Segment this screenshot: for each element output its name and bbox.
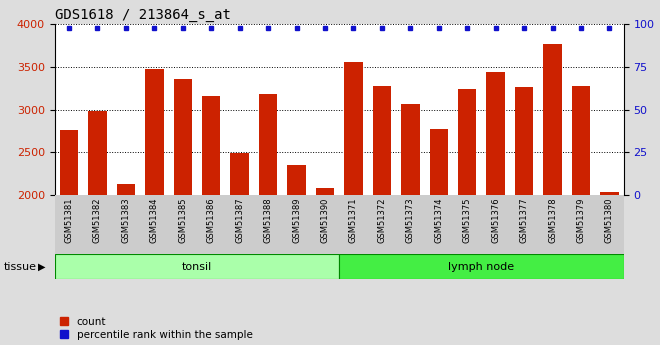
Text: GSM51372: GSM51372 xyxy=(378,198,386,243)
Text: tissue: tissue xyxy=(3,262,36,272)
Bar xyxy=(174,79,192,195)
Text: GDS1618 / 213864_s_at: GDS1618 / 213864_s_at xyxy=(55,8,230,22)
Bar xyxy=(600,193,618,195)
Text: GSM51378: GSM51378 xyxy=(548,198,557,244)
Text: GSM51381: GSM51381 xyxy=(65,198,73,243)
Text: ▶: ▶ xyxy=(38,262,46,272)
Text: GSM51379: GSM51379 xyxy=(577,198,585,243)
Bar xyxy=(543,44,562,195)
Text: lymph node: lymph node xyxy=(448,262,515,272)
Text: GSM51390: GSM51390 xyxy=(321,198,329,243)
Bar xyxy=(430,129,448,195)
Text: GSM51388: GSM51388 xyxy=(263,198,273,244)
Text: GSM51376: GSM51376 xyxy=(491,198,500,244)
Legend: count, percentile rank within the sample: count, percentile rank within the sample xyxy=(60,317,253,340)
Bar xyxy=(145,69,164,195)
Text: GSM51377: GSM51377 xyxy=(519,198,529,244)
Text: GSM51374: GSM51374 xyxy=(434,198,444,243)
Bar xyxy=(572,87,590,195)
Text: GSM51389: GSM51389 xyxy=(292,198,301,243)
Text: GSM51386: GSM51386 xyxy=(207,198,216,244)
Bar xyxy=(345,62,363,195)
Bar xyxy=(315,188,334,195)
Bar xyxy=(515,87,533,195)
Text: GSM51382: GSM51382 xyxy=(93,198,102,243)
Bar xyxy=(486,72,505,195)
Bar xyxy=(373,87,391,195)
Bar xyxy=(458,89,477,195)
Bar xyxy=(401,105,420,195)
Bar xyxy=(287,165,306,195)
Bar xyxy=(117,184,135,195)
Bar xyxy=(88,111,107,195)
Text: GSM51385: GSM51385 xyxy=(178,198,187,243)
Text: GSM51375: GSM51375 xyxy=(463,198,472,243)
Text: GSM51373: GSM51373 xyxy=(406,198,415,244)
Bar xyxy=(60,130,79,195)
Text: GSM51384: GSM51384 xyxy=(150,198,159,243)
Text: GSM51383: GSM51383 xyxy=(121,198,131,244)
Text: GSM51387: GSM51387 xyxy=(235,198,244,244)
Text: GSM51380: GSM51380 xyxy=(605,198,614,243)
Bar xyxy=(339,254,624,279)
Bar xyxy=(202,96,220,195)
Bar xyxy=(55,254,339,279)
Bar xyxy=(230,153,249,195)
Bar xyxy=(259,94,277,195)
Text: GSM51371: GSM51371 xyxy=(349,198,358,243)
Text: tonsil: tonsil xyxy=(182,262,212,272)
